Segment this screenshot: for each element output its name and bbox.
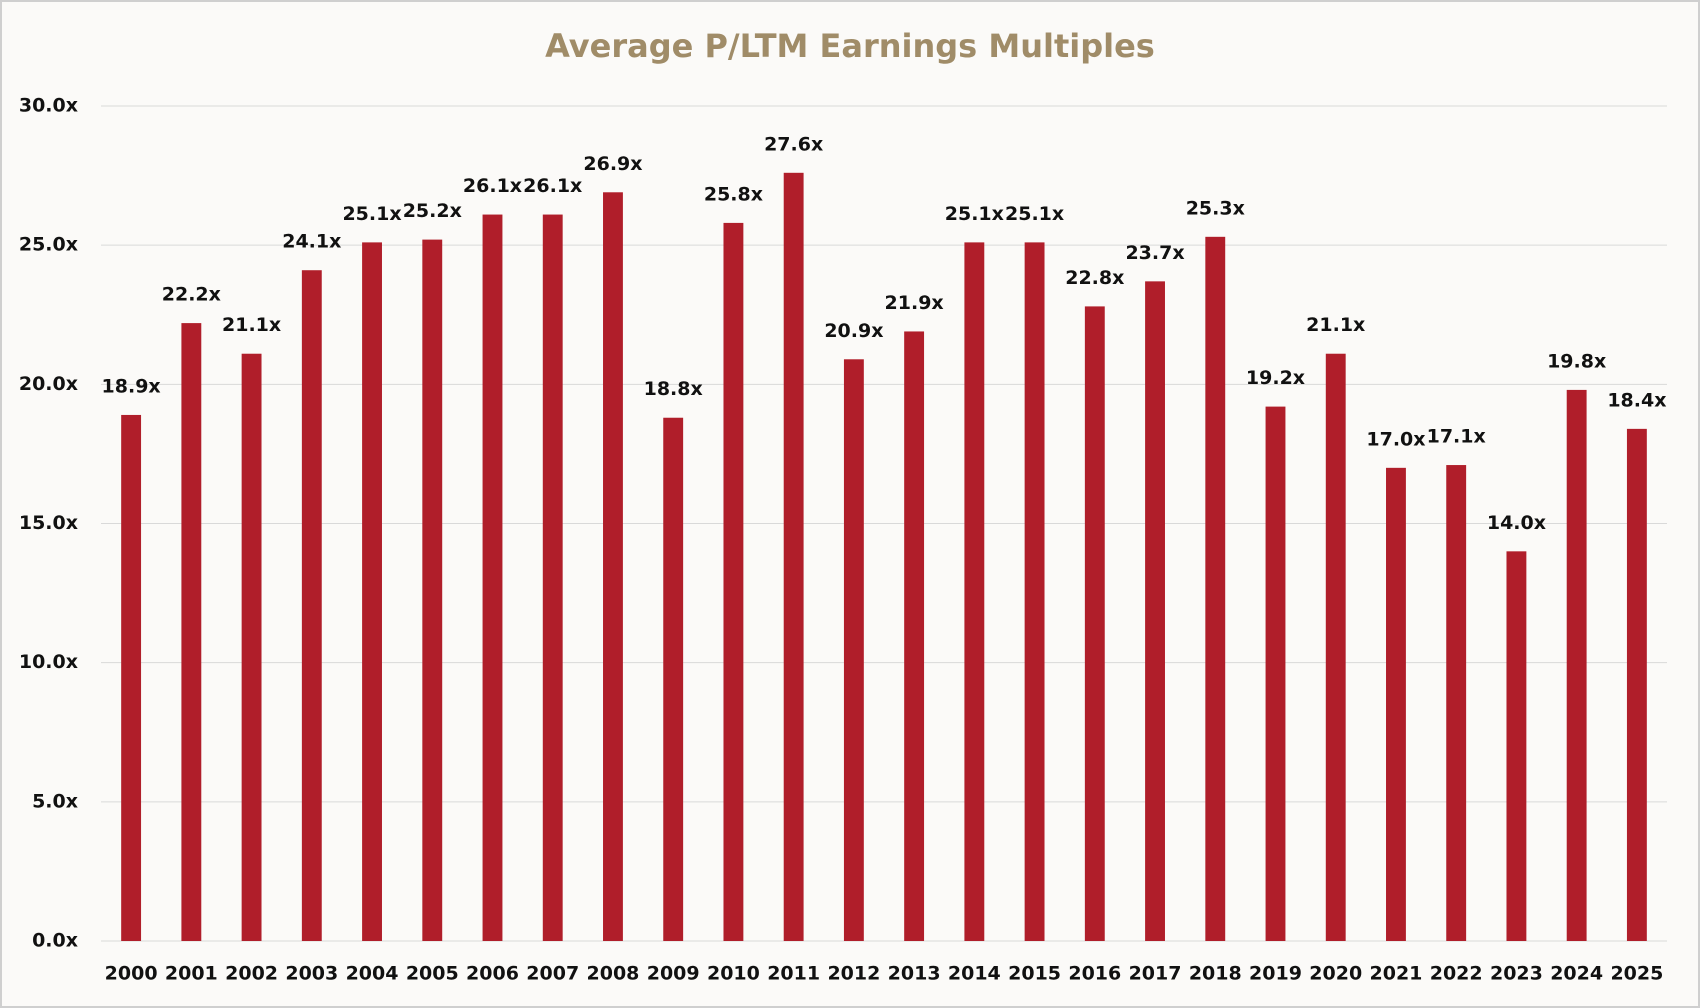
x-tick-label: 2020: [1309, 963, 1362, 985]
data-label: 25.3x: [1186, 197, 1245, 219]
x-tick-label: 2003: [285, 963, 338, 985]
data-label: 19.8x: [1547, 350, 1606, 372]
data-label: 25.8x: [704, 183, 763, 205]
bar: [1084, 306, 1105, 941]
bar: [1386, 467, 1406, 941]
x-tick-label: 2013: [888, 963, 941, 985]
x-tick-label: 2007: [526, 963, 579, 985]
x-tick-label: 2001: [165, 963, 218, 985]
data-label: 21.1x: [1306, 314, 1365, 336]
data-label: 25.1x: [1005, 203, 1064, 225]
x-tick-label: 2010: [707, 963, 760, 985]
data-label: 23.7x: [1125, 242, 1184, 264]
bar: [542, 214, 563, 942]
x-tick-label: 2011: [767, 963, 820, 985]
y-tick-label: 0.0x: [32, 930, 78, 952]
bar: [603, 192, 623, 942]
bar: [1566, 389, 1587, 941]
x-tick-label: 2006: [466, 963, 519, 985]
y-tick-label: 15.0x: [19, 512, 78, 534]
bar: [723, 222, 744, 941]
data-label: 22.8x: [1065, 267, 1124, 289]
data-label: 26.1x: [523, 175, 582, 197]
bar: [1506, 551, 1527, 941]
data-label: 17.0x: [1366, 428, 1425, 450]
x-tick-label: 2008: [587, 963, 640, 985]
bar: [121, 414, 142, 941]
bar: [1024, 242, 1045, 942]
x-tick-label: 2016: [1068, 963, 1121, 985]
data-label: 20.9x: [824, 320, 883, 342]
bar: [1265, 406, 1286, 942]
bar: [843, 359, 864, 941]
bar: [301, 270, 322, 941]
chart-title: Average P/LTM Earnings Multiples: [545, 27, 1155, 65]
y-tick-label: 10.0x: [19, 651, 78, 673]
y-tick-label: 20.0x: [19, 373, 78, 395]
bar: [181, 323, 202, 942]
data-label: 27.6x: [764, 133, 823, 155]
x-tick-label: 2018: [1189, 963, 1242, 985]
data-label: 26.1x: [463, 175, 522, 197]
data-label: 25.1x: [342, 203, 401, 225]
x-tick-label: 2005: [406, 963, 459, 985]
y-tick-label: 30.0x: [19, 95, 78, 117]
data-label: 22.2x: [162, 284, 221, 306]
data-label: 21.9x: [885, 292, 944, 314]
data-label: 26.9x: [583, 153, 642, 175]
y-tick-label: 25.0x: [19, 234, 78, 256]
data-label: 24.1x: [282, 231, 341, 253]
data-label: 18.8x: [644, 378, 703, 400]
bar: [241, 353, 262, 941]
x-tick-label: 2017: [1129, 963, 1182, 985]
x-tick-label: 2009: [647, 963, 700, 985]
data-label: 25.1x: [945, 203, 1004, 225]
bar: [904, 331, 925, 941]
bar: [1446, 465, 1467, 941]
x-tick-label: 2024: [1550, 963, 1603, 985]
x-tick-label: 2014: [948, 963, 1001, 985]
bar: [783, 172, 804, 942]
data-label: 17.1x: [1427, 426, 1486, 448]
bar: [362, 242, 382, 942]
x-tick-label: 2015: [1008, 963, 1061, 985]
bar: [1626, 428, 1647, 941]
data-label: 19.2x: [1246, 367, 1305, 389]
bar: [663, 417, 684, 941]
data-label: 18.4x: [1607, 389, 1666, 411]
bar: [422, 239, 443, 942]
data-label: 21.1x: [222, 314, 281, 336]
x-tick-label: 2012: [827, 963, 880, 985]
x-tick-label: 2004: [346, 963, 399, 985]
x-tick-label: 2023: [1490, 963, 1543, 985]
data-label: 18.9x: [102, 375, 161, 397]
x-tick-label: 2019: [1249, 963, 1302, 985]
bar: [1325, 353, 1346, 941]
bar: [1205, 236, 1226, 942]
x-tick-label: 2025: [1610, 963, 1663, 985]
y-tick-label: 5.0x: [32, 790, 78, 812]
data-label: 25.2x: [403, 200, 462, 222]
bar: [964, 242, 985, 942]
x-tick-label: 2021: [1370, 963, 1423, 985]
x-tick-label: 2000: [105, 963, 158, 985]
data-label: 14.0x: [1487, 512, 1546, 534]
x-tick-label: 2022: [1430, 963, 1483, 985]
bar: [1145, 281, 1165, 942]
bar: [482, 214, 503, 942]
x-tick-label: 2002: [225, 963, 278, 985]
